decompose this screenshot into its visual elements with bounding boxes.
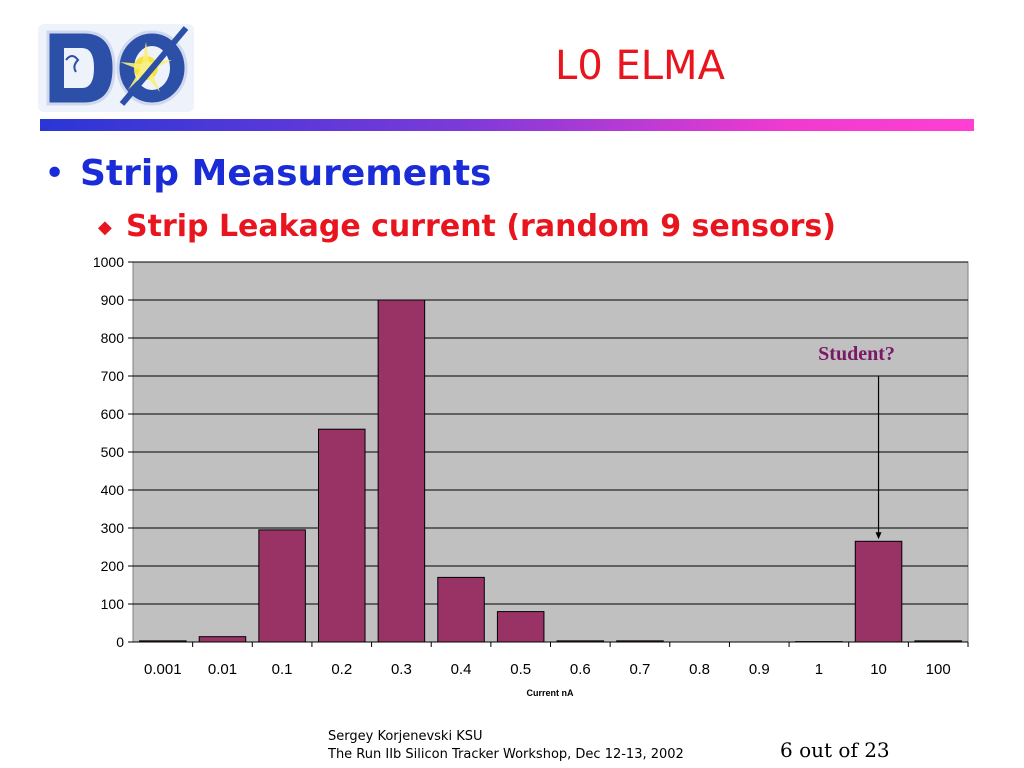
y-tick-label: 400 (101, 482, 125, 498)
annotation-label: Student? (818, 343, 895, 365)
y-tick-label: 300 (101, 520, 125, 536)
arrowhead-icon (875, 532, 882, 540)
x-tick-label: 0.9 (749, 661, 770, 678)
y-tick-label: 100 (101, 596, 125, 612)
x-tick-label: 0.4 (451, 661, 472, 678)
bar-chart: 0 100 200 300 400 500 600 700 800 900 1000 0.001 0.… (93, 254, 969, 698)
y-tick-label: 0 (116, 634, 124, 650)
x-tick-label: 0.8 (689, 661, 710, 678)
y-tick-label: 800 (101, 330, 125, 346)
x-tick-label: 0.5 (510, 661, 531, 678)
y-tick-label: 900 (101, 292, 125, 308)
bullet2-text: Strip Leakage current (random 9 sensors) (126, 209, 836, 244)
title-divider (40, 119, 974, 131)
bar (377, 299, 426, 643)
x-tick-label: 0.1 (272, 661, 293, 678)
bar (258, 529, 306, 643)
footer-author: Sergey Korjenevski KSU (328, 729, 483, 744)
footer-credits: Sergey Korjenevski KSU The Run IIb Silic… (328, 728, 684, 764)
x-tick-label: 10 (870, 661, 887, 678)
x-tick-label: 100 (926, 661, 951, 678)
bullet-dot-icon: • (44, 153, 66, 194)
y-tick-label: 200 (101, 558, 125, 574)
x-tick-label: 0.7 (630, 661, 651, 678)
y-tick-label: 600 (101, 406, 125, 422)
bullet1-text: Strip Measurements (80, 153, 492, 194)
y-tick-label: 1000 (93, 254, 124, 270)
x-tick-label: 1 (815, 661, 823, 678)
y-tick-label: 700 (101, 368, 125, 384)
bar (437, 576, 485, 643)
bar (496, 611, 545, 643)
x-tick-label: 0.6 (570, 661, 591, 678)
bar (317, 428, 366, 643)
d0-logo-icon (38, 24, 194, 112)
x-tick-label: 0.2 (331, 661, 352, 678)
bullet-level2: ◆ Strip Leakage current (random 9 sensors… (98, 208, 836, 247)
page-number: 6 out of 23 (780, 738, 890, 762)
x-tick-label: 0.3 (391, 661, 412, 678)
diamond-bullet-icon: ◆ (98, 216, 112, 238)
y-tick-label: 500 (101, 444, 125, 460)
x-axis-label: Current nA (527, 688, 575, 698)
bullet-level1: • Strip Measurements (44, 152, 492, 196)
bar (198, 636, 247, 643)
x-tick-label: 0.01 (208, 661, 237, 678)
x-tick-label: 0.001 (144, 661, 182, 678)
footer-workshop: The Run IIb Silicon Tracker Workshop, De… (328, 747, 684, 762)
slide-title: L0 ELMA (555, 43, 725, 89)
bar (854, 540, 903, 643)
